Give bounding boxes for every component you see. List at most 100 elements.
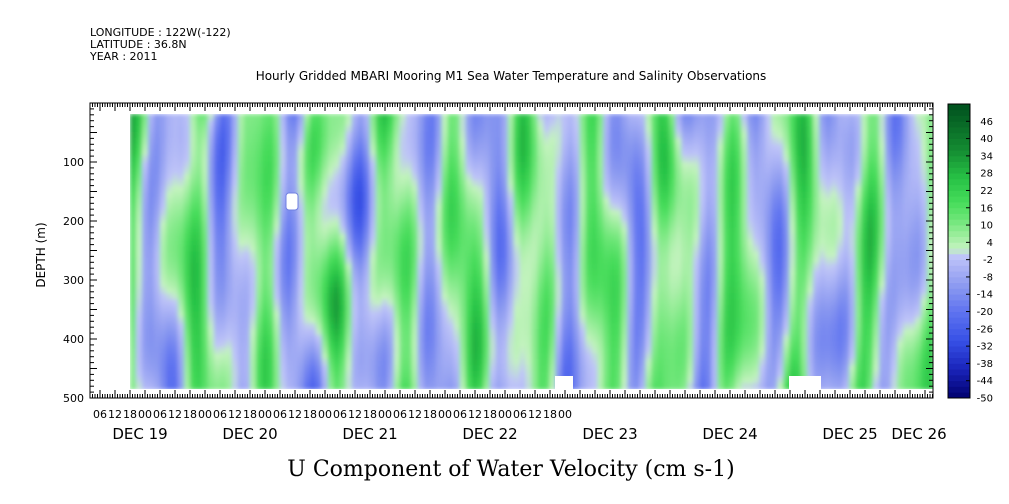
heatmap-cell <box>429 299 437 307</box>
heatmap-cell <box>261 197 269 205</box>
heatmap-cell <box>147 377 155 384</box>
heatmap-cell <box>729 383 737 389</box>
heatmap-cell <box>243 149 251 157</box>
heatmap-cell <box>609 239 617 247</box>
heatmap-cell <box>339 263 347 271</box>
heatmap-cell <box>753 209 761 217</box>
heatmap-cell <box>717 269 725 277</box>
heatmap-cell <box>687 161 695 169</box>
heatmap-cell <box>681 251 689 259</box>
heatmap-cell <box>339 359 347 366</box>
heatmap-cell <box>525 383 533 389</box>
heatmap-cell <box>567 233 575 241</box>
heatmap-cell <box>615 359 623 366</box>
heatmap-cell <box>213 131 221 139</box>
heatmap-cell <box>705 293 713 301</box>
heatmap-cell <box>243 353 251 361</box>
heatmap-cell <box>135 185 143 193</box>
heatmap-cell <box>717 245 725 253</box>
heatmap-cell <box>183 341 191 349</box>
heatmap-cell <box>261 341 269 349</box>
heatmap-cell <box>369 323 377 331</box>
heatmap-cell <box>531 143 539 151</box>
heatmap-cell <box>417 359 425 366</box>
heatmap-cell <box>249 269 257 277</box>
heatmap-cell <box>225 287 233 295</box>
heatmap-cell <box>159 221 167 229</box>
heatmap-cell <box>225 251 233 259</box>
heatmap-cell <box>501 197 509 205</box>
heatmap-cell <box>483 293 491 301</box>
heatmap-cell <box>165 275 173 283</box>
heatmap-cell <box>675 191 683 199</box>
heatmap-cell <box>537 197 545 205</box>
heatmap-cell <box>477 149 485 157</box>
heatmap-cell <box>435 329 443 337</box>
heatmap-cell <box>465 281 473 289</box>
heatmap-cell <box>189 365 197 372</box>
heatmap-cell <box>711 311 719 319</box>
heatmap-cell <box>399 317 407 325</box>
heatmap-cell <box>669 263 677 271</box>
heatmap-cell <box>231 335 239 343</box>
heatmap-cell <box>393 353 401 361</box>
heatmap-cell <box>459 293 467 301</box>
heatmap-cell <box>435 299 443 307</box>
heatmap-cell <box>237 114 245 121</box>
heatmap-cell <box>381 191 389 199</box>
heatmap-cell <box>549 269 557 277</box>
heatmap-cell <box>669 197 677 205</box>
heatmap-cell <box>699 311 707 319</box>
heatmap-cell <box>483 203 491 211</box>
heatmap-cell <box>411 251 419 259</box>
heatmap-cell <box>555 299 563 307</box>
heatmap-cell <box>177 275 185 283</box>
heatmap-cell <box>519 114 527 121</box>
heatmap-cell <box>315 227 323 235</box>
heatmap-cell <box>225 323 233 331</box>
heatmap-cell <box>273 245 281 253</box>
heatmap-cell <box>495 359 503 366</box>
heatmap-cell <box>273 317 281 325</box>
heatmap-cell <box>771 179 779 187</box>
heatmap-cell <box>675 203 683 211</box>
heatmap-cell <box>447 114 455 121</box>
heatmap-cell <box>723 341 731 349</box>
heatmap-cell <box>603 329 611 337</box>
heatmap-cell <box>183 371 191 378</box>
heatmap-cell <box>141 167 149 175</box>
heatmap-cell <box>633 245 641 253</box>
heatmap-cell <box>555 197 563 205</box>
heatmap-cell <box>171 275 179 283</box>
heatmap-cell <box>753 114 761 121</box>
heatmap-cell <box>219 197 227 205</box>
heatmap-cell <box>489 161 497 169</box>
heatmap-cell <box>693 185 701 193</box>
heatmap-cell <box>531 227 539 235</box>
heatmap-cell <box>135 251 143 259</box>
heatmap-cell <box>759 167 767 175</box>
heatmap-cell <box>393 215 401 223</box>
heatmap-cell <box>771 137 779 145</box>
heatmap-cell <box>597 155 605 163</box>
heatmap-cell <box>777 179 785 187</box>
heatmap-cell <box>477 161 485 169</box>
heatmap-cell <box>207 215 215 223</box>
heatmap-cell <box>399 173 407 181</box>
heatmap-cell <box>555 215 563 223</box>
heatmap-cell <box>531 371 539 378</box>
heatmap-cell <box>615 197 623 205</box>
heatmap-cell <box>771 167 779 175</box>
heatmap-cell <box>387 281 395 289</box>
heatmap-cell <box>219 293 227 301</box>
heatmap-cell <box>597 335 605 343</box>
heatmap-cell <box>771 131 779 139</box>
heatmap-cell <box>507 365 515 372</box>
heatmap-cell <box>435 149 443 157</box>
heatmap-cell <box>759 203 767 211</box>
heatmap-cell <box>513 179 521 187</box>
heatmap-cell <box>189 197 197 205</box>
heatmap-cell <box>573 167 581 175</box>
heatmap-cell <box>723 239 731 247</box>
heatmap-cell <box>525 119 533 127</box>
